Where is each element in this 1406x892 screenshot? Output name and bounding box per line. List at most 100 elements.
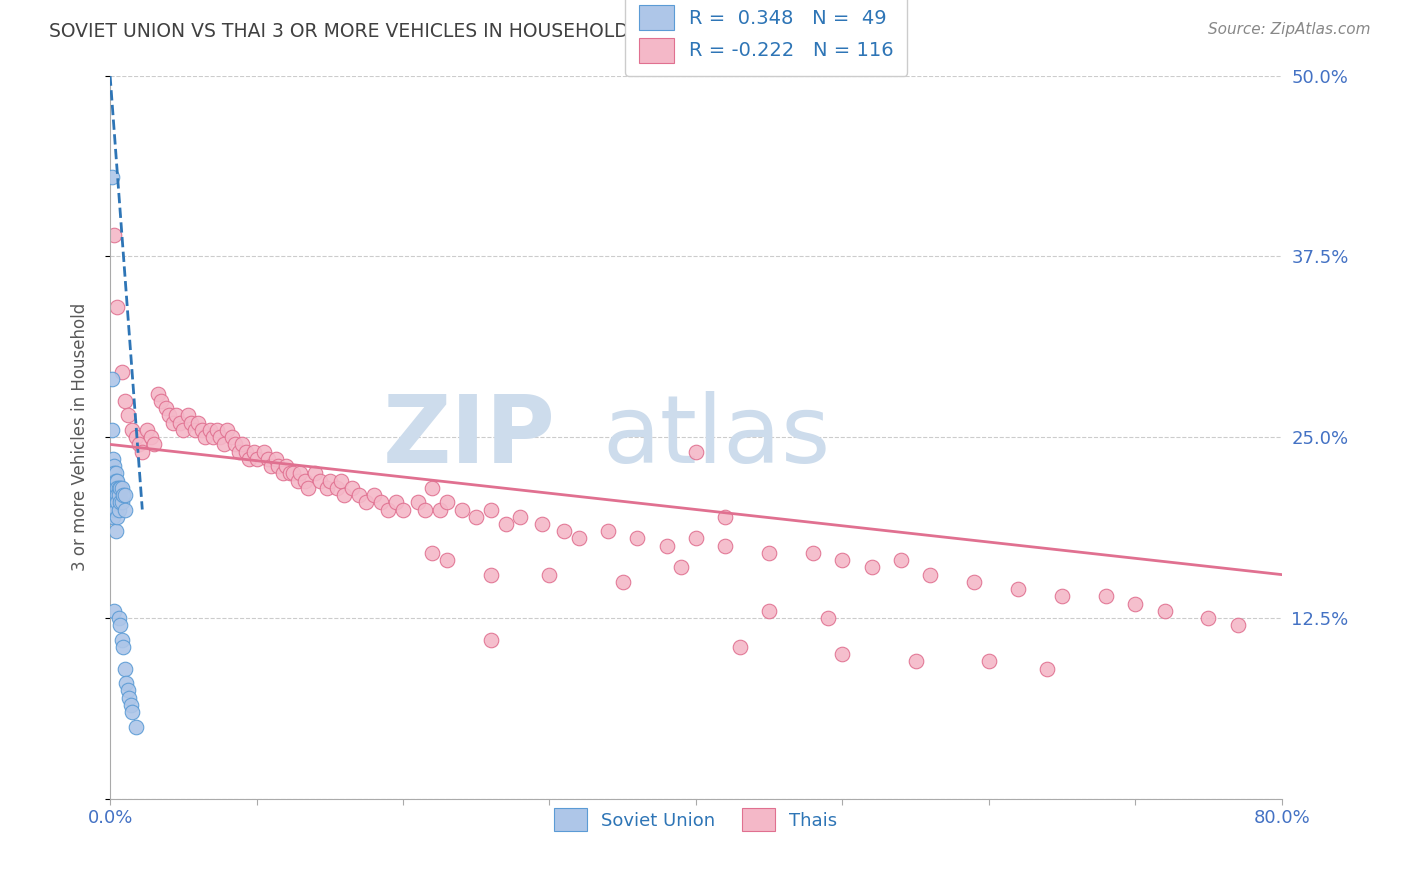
Point <box>184 423 207 437</box>
Point <box>977 654 1000 668</box>
Point <box>319 474 342 488</box>
Point <box>112 488 135 502</box>
Point <box>340 481 363 495</box>
Point <box>297 481 319 495</box>
Point <box>596 524 619 539</box>
Point <box>315 481 337 495</box>
Text: ZIP: ZIP <box>382 392 555 483</box>
Point <box>326 481 349 495</box>
Point <box>162 416 184 430</box>
Point <box>1050 590 1073 604</box>
Point <box>198 423 221 437</box>
Point <box>479 632 502 647</box>
Text: Source: ZipAtlas.com: Source: ZipAtlas.com <box>1208 22 1371 37</box>
Point <box>103 459 125 474</box>
Point <box>115 676 138 690</box>
Point <box>685 532 707 546</box>
Point <box>271 467 294 481</box>
Point <box>217 423 239 437</box>
Point <box>728 640 751 654</box>
Point <box>103 488 125 502</box>
Point <box>155 401 177 416</box>
Point <box>450 502 472 516</box>
Point <box>287 474 309 488</box>
Point <box>143 437 166 451</box>
Point <box>169 416 191 430</box>
Point <box>104 467 127 481</box>
Point <box>101 495 124 509</box>
Point <box>110 495 132 509</box>
Point <box>100 423 122 437</box>
Point <box>103 474 125 488</box>
Point <box>281 467 304 481</box>
Point <box>114 488 136 502</box>
Point <box>103 227 125 242</box>
Point <box>260 459 283 474</box>
Point <box>1123 597 1146 611</box>
Point <box>105 509 128 524</box>
Point <box>187 416 209 430</box>
Legend: Soviet Union, Thais: Soviet Union, Thais <box>541 796 851 844</box>
Point <box>111 365 134 379</box>
Point <box>111 632 134 647</box>
Point <box>165 409 187 423</box>
Point <box>553 524 575 539</box>
Point <box>264 451 287 466</box>
Point <box>105 495 128 509</box>
Point <box>103 502 125 516</box>
Point <box>671 560 693 574</box>
Point <box>626 532 648 546</box>
Point <box>208 430 231 444</box>
Point <box>714 539 737 553</box>
Point <box>148 386 170 401</box>
Point <box>235 444 257 458</box>
Point <box>108 481 131 495</box>
Point <box>406 495 429 509</box>
Point <box>267 459 290 474</box>
Point <box>290 467 312 481</box>
Point <box>655 539 678 553</box>
Y-axis label: 3 or more Vehicles in Household: 3 or more Vehicles in Household <box>72 303 89 571</box>
Point <box>429 502 451 516</box>
Point <box>125 719 148 733</box>
Point <box>363 488 385 502</box>
Point <box>114 502 136 516</box>
Point <box>257 451 280 466</box>
Point <box>333 488 356 502</box>
Point <box>370 495 392 509</box>
Point <box>531 516 554 531</box>
Point <box>103 604 125 618</box>
Point <box>963 574 986 589</box>
Point <box>436 553 458 567</box>
Point <box>104 474 127 488</box>
Point <box>176 409 198 423</box>
Point <box>108 488 131 502</box>
Point <box>101 467 124 481</box>
Point <box>253 444 276 458</box>
Point <box>495 516 517 531</box>
Point <box>128 437 150 451</box>
Point <box>103 467 125 481</box>
Point <box>228 444 250 458</box>
Text: atlas: atlas <box>602 392 831 483</box>
Point <box>110 618 132 632</box>
Point <box>117 683 139 698</box>
Point <box>831 553 853 567</box>
Point <box>860 560 883 574</box>
Point <box>135 423 157 437</box>
Point <box>1153 604 1175 618</box>
Point <box>377 502 399 516</box>
Point <box>221 430 243 444</box>
Point <box>118 690 141 705</box>
Point <box>121 423 143 437</box>
Point <box>139 430 162 444</box>
Point <box>121 705 143 719</box>
Point <box>120 698 142 712</box>
Point <box>104 502 127 516</box>
Point <box>110 481 132 495</box>
Point <box>479 502 502 516</box>
Point <box>1095 590 1118 604</box>
Point <box>105 481 128 495</box>
Point <box>101 481 124 495</box>
Point <box>420 546 443 560</box>
